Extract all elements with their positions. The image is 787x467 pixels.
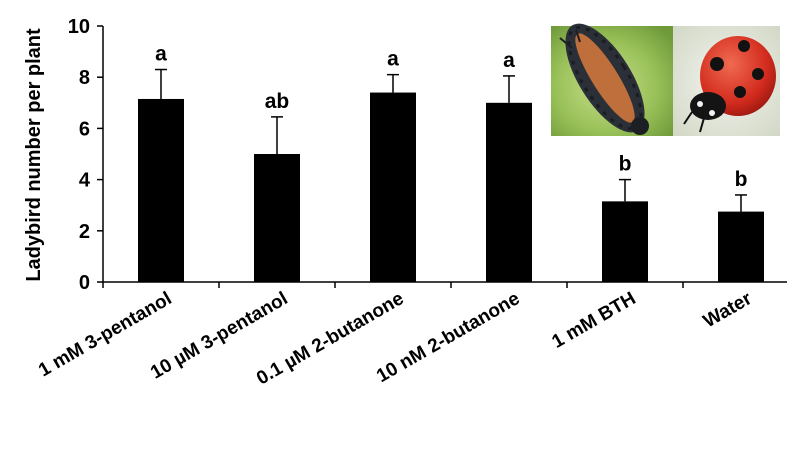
bar [254,154,300,282]
category-label: Water [700,288,756,333]
category-label: 1 mM BTH [549,288,640,353]
y-tick-label: 2 [79,221,90,243]
bar [602,201,648,282]
error-bar [387,73,399,93]
y-tick-label: 0 [79,272,90,294]
y-axis-title: Ladybird number per plant [23,28,45,282]
significance-label: ab [265,90,290,113]
bar [138,98,184,283]
y-tick-label: 8 [79,67,90,89]
bar [718,211,764,282]
bar [370,92,416,282]
bar [486,102,532,282]
significance-label: a [155,43,167,66]
error-bar [271,116,283,154]
error-bar [503,75,515,103]
significance-label: b [735,168,748,191]
error-bar [155,68,167,99]
y-tick-label: 6 [79,118,90,140]
y-tick-label: 10 [68,16,90,38]
significance-label: a [503,49,515,72]
y-tick-label: 4 [79,170,91,192]
significance-label: a [387,48,399,71]
ladybird-larva-photo [551,23,673,136]
error-bar [619,178,631,202]
adult-ladybird-photo [673,26,780,136]
significance-label: b [619,153,632,176]
error-bar [735,194,747,212]
